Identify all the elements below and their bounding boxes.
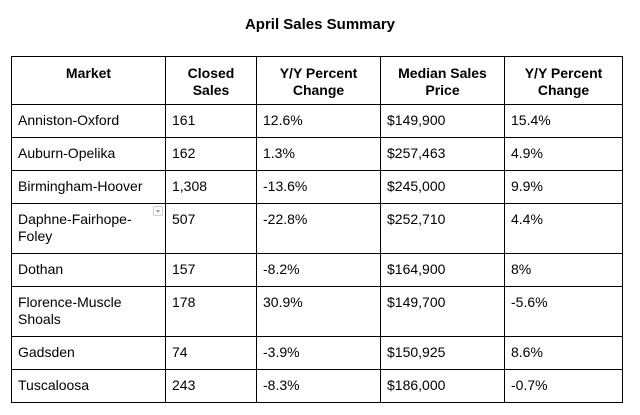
page-title: April Sales Summary <box>244 16 396 33</box>
column-header-sales-change: Y/Y Percent Change <box>256 56 381 105</box>
closed-sales-cell: 178 <box>165 286 257 337</box>
price-change-cell: 8% <box>504 253 623 287</box>
market-cell-text: Daphne-Fairhope-Foley <box>18 211 132 244</box>
closed-sales-cell: 507 <box>165 203 257 254</box>
table-row: Dothan 157 -8.2% $164,900 8% <box>11 253 623 287</box>
sales-change-cell: -22.8% <box>256 203 381 254</box>
market-cell: Gadsden <box>11 336 166 370</box>
price-change-cell: 15.4% <box>504 104 623 138</box>
market-cell: Florence-Muscle Shoals <box>11 286 166 337</box>
column-header-price-change: Y/Y Percent Change <box>504 56 623 105</box>
table-row: Florence-Muscle Shoals 178 30.9% $149,70… <box>11 286 623 337</box>
sales-change-cell: -13.6% <box>256 170 381 204</box>
median-price-cell: $149,700 <box>380 286 505 337</box>
median-price-cell: $252,710 <box>380 203 505 254</box>
table-row: Daphne-Fairhope-Foley 507 -22.8% $252,71… <box>11 203 623 254</box>
closed-sales-cell: 157 <box>165 253 257 287</box>
sales-summary-table: Market Closed Sales Y/Y Percent Change M… <box>11 56 623 403</box>
market-cell: Anniston-Oxford <box>11 104 166 138</box>
price-change-cell: -0.7% <box>504 369 623 403</box>
median-price-cell: $150,925 <box>380 336 505 370</box>
price-change-cell: 4.9% <box>504 137 623 171</box>
sales-change-cell: -8.2% <box>256 253 381 287</box>
market-cell: Birmingham-Hoover <box>11 170 166 204</box>
table-row: Auburn-Opelika 162 1.3% $257,463 4.9% <box>11 137 623 171</box>
median-price-cell: $257,463 <box>380 137 505 171</box>
median-price-cell: $149,900 <box>380 104 505 138</box>
price-change-cell: 8.6% <box>504 336 623 370</box>
sales-change-cell: 30.9% <box>256 286 381 337</box>
table-row: Tuscaloosa 243 -8.3% $186,000 -0.7% <box>11 369 623 403</box>
closed-sales-cell: 161 <box>165 104 257 138</box>
table-header-row: Market Closed Sales Y/Y Percent Change M… <box>11 56 623 105</box>
market-cell: Auburn-Opelika <box>11 137 166 171</box>
market-cell: Dothan <box>11 253 166 287</box>
sales-change-cell: -8.3% <box>256 369 381 403</box>
sales-change-cell: -3.9% <box>256 336 381 370</box>
sales-change-cell: 12.6% <box>256 104 381 138</box>
market-cell-with-dropdown: Daphne-Fairhope-Foley <box>11 203 166 254</box>
column-header-market: Market <box>11 56 166 105</box>
table-row: Birmingham-Hoover 1,308 -13.6% $245,000 … <box>11 170 623 204</box>
closed-sales-cell: 1,308 <box>165 170 257 204</box>
median-price-cell: $164,900 <box>380 253 505 287</box>
table-row: Anniston-Oxford 161 12.6% $149,900 15.4% <box>11 104 623 138</box>
median-price-cell: $186,000 <box>380 369 505 403</box>
market-cell: Tuscaloosa <box>11 369 166 403</box>
chevron-down-icon[interactable] <box>153 206 163 216</box>
price-change-cell: -5.6% <box>504 286 623 337</box>
table-row: Gadsden 74 -3.9% $150,925 8.6% <box>11 336 623 370</box>
column-header-median-price: Median Sales Price <box>380 56 505 105</box>
sales-change-cell: 1.3% <box>256 137 381 171</box>
price-change-cell: 9.9% <box>504 170 623 204</box>
closed-sales-cell: 162 <box>165 137 257 171</box>
median-price-cell: $245,000 <box>380 170 505 204</box>
column-header-closed-sales: Closed Sales <box>165 56 257 105</box>
closed-sales-cell: 74 <box>165 336 257 370</box>
closed-sales-cell: 243 <box>165 369 257 403</box>
price-change-cell: 4.4% <box>504 203 623 254</box>
